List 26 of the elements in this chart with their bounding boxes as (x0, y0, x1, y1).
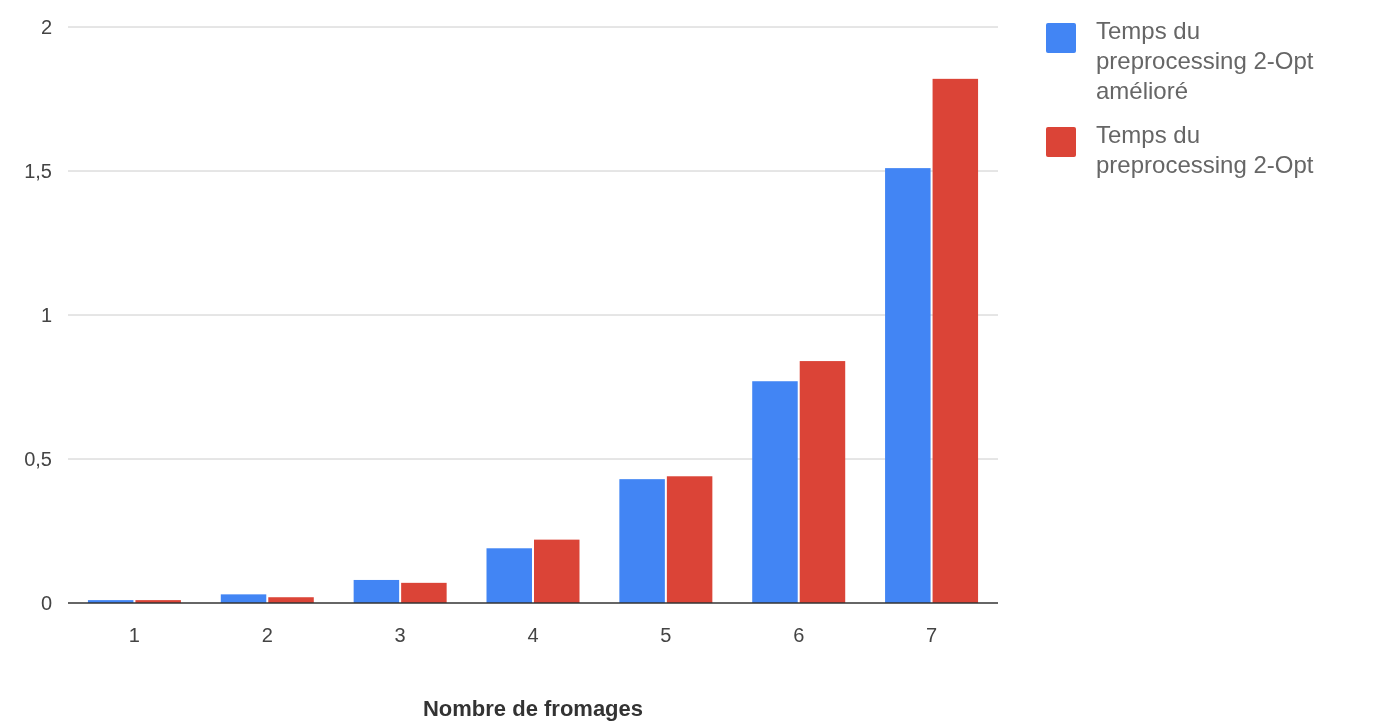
y-tick-label: 0,5 (24, 448, 52, 470)
x-tick-label: 5 (660, 624, 672, 646)
x-tick-label: 1 (128, 624, 140, 646)
y-tick-label: 0 (40, 592, 52, 614)
bar (486, 548, 532, 603)
x-tick-label: 6 (793, 624, 805, 646)
x-axis-title: Nombre de fromages (422, 696, 644, 721)
bar (353, 579, 400, 603)
bar (401, 582, 447, 603)
bar (666, 476, 713, 603)
bar (799, 361, 846, 603)
bar (752, 381, 798, 603)
bar (534, 539, 580, 603)
legend-label: Temps du preprocessing 2-Opt amélioré (1096, 17, 1314, 104)
bar (220, 594, 267, 603)
legend-label: Temps du preprocessing 2-Opt (1096, 121, 1314, 178)
bar (932, 78, 979, 603)
x-tick-label: 4 (527, 624, 539, 646)
x-tick-label: 2 (261, 624, 273, 646)
bar (885, 168, 931, 603)
x-tick-label: 7 (926, 624, 938, 646)
bar (619, 479, 665, 603)
y-tick-label: 2 (40, 16, 52, 38)
y-tick-label: 1 (40, 304, 52, 326)
y-tick-label: 1,5 (24, 160, 52, 182)
x-tick-label: 3 (394, 624, 406, 646)
